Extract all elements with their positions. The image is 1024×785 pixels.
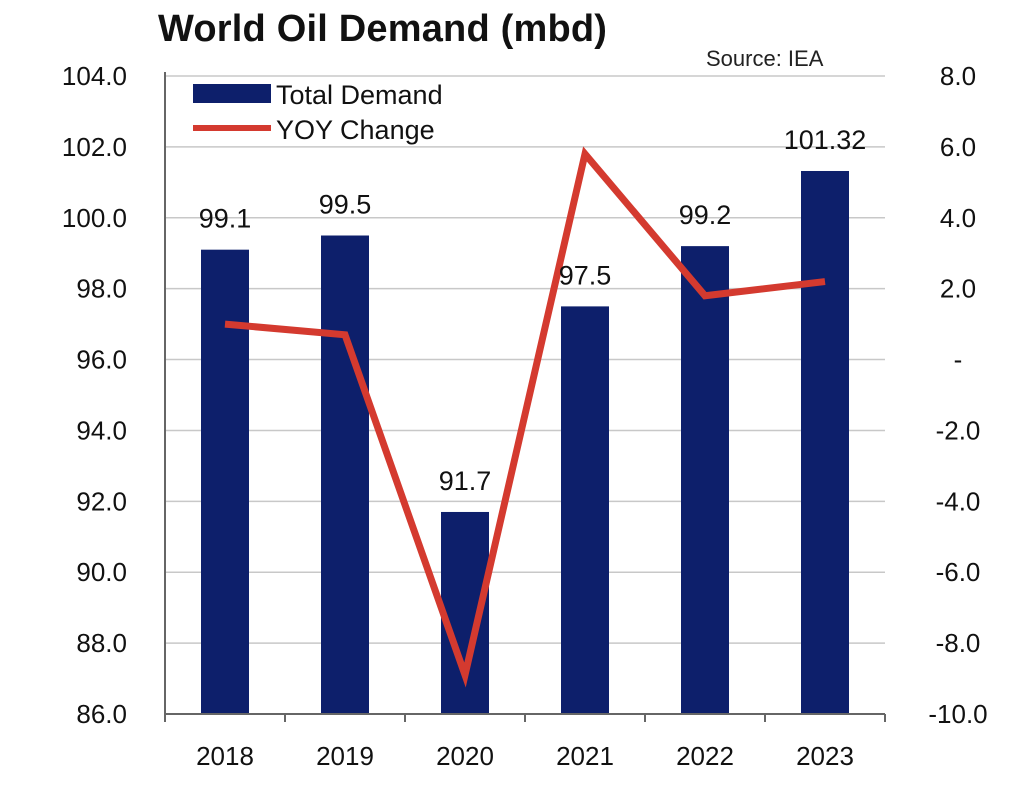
legend: Total Demand YOY Change [193,80,443,145]
y-left-tick-label: 90.0 [76,557,127,587]
gridlines [165,75,885,715]
bar-data-label: 99.2 [679,200,732,230]
y-right-tick-label: -6.0 [936,557,981,587]
y-right-tick-label: 6.0 [940,132,976,162]
y-right-tick-label: 8.0 [940,61,976,91]
x-tick-label: 2022 [676,741,734,771]
y-left-tick-label: 98.0 [76,274,127,304]
bar [201,249,249,714]
y-right-tick-label: -2.0 [936,415,981,445]
y-right-tick-label: -4.0 [936,486,981,516]
bar-series [201,170,849,715]
bar [681,246,729,714]
line-series [224,146,826,688]
chart-title: World Oil Demand (mbd) [158,8,608,50]
y-right-tick-label: -8.0 [936,628,981,658]
legend-label-total-demand: Total Demand [276,80,443,110]
bar-data-label: 97.5 [559,260,612,290]
y-left-tick-label: 86.0 [76,699,127,729]
legend-swatch-total-demand [193,84,271,103]
y-left-tick-label: 102.0 [62,132,127,162]
labels: 99.1 99.5 91.7 97.5 99.2 101.32 [199,125,867,496]
bar [801,170,849,715]
y-left-tick-label: 100.0 [62,203,127,233]
x-tick-label: 2020 [436,741,494,771]
bar [321,235,369,714]
bar-data-label: 101.32 [784,125,867,155]
x-tick-label: 2019 [316,741,374,771]
yoy-change-line [224,146,826,688]
bar-data-label: 91.7 [439,466,492,496]
x-tick-label: 2023 [796,741,854,771]
axes: 86.0 -10.088.0 -8.090.0 -6.092.0 -4.094.0 -2.… [62,61,988,771]
y-right-tick-label: - [954,345,963,375]
y-left-tick-label: 88.0 [76,628,127,658]
bar-data-label: 99.5 [319,190,372,220]
y-left-tick-label: 92.0 [76,486,127,516]
source-note: Source: IEA [706,46,824,71]
y-right-tick-label: -10.0 [928,699,987,729]
y-right-tick-label: 2.0 [940,274,976,304]
y-left-tick-label: 94.0 [76,415,127,445]
y-left-tick-label: 104.0 [62,61,127,91]
bar [561,306,609,714]
bar-data-label: 99.1 [199,204,252,234]
y-right-tick-label: 4.0 [940,203,976,233]
x-tick-label: 2018 [196,741,254,771]
x-tick-label: 2021 [556,741,614,771]
y-left-tick-label: 96.0 [76,345,127,375]
legend-label-yoy-change: YOY Change [276,115,435,145]
